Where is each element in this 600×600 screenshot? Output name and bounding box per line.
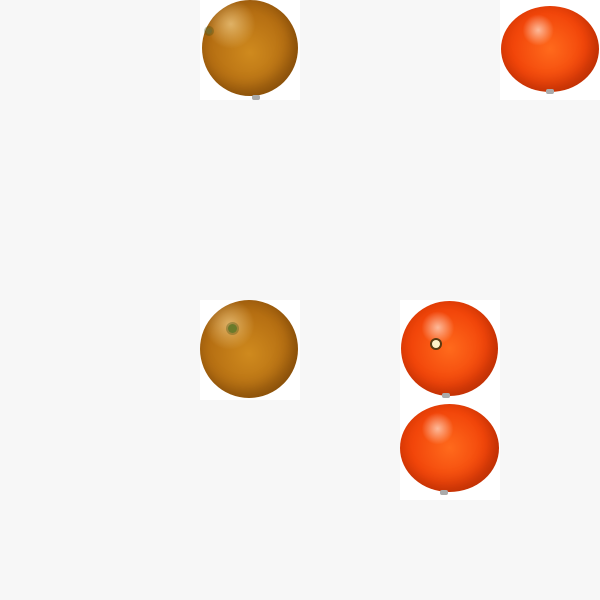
- navel-mark: [432, 340, 440, 348]
- mandarin-fruit: [400, 404, 499, 492]
- fruit-shadow-foot: [546, 89, 554, 94]
- mandarin-fruit: [401, 301, 498, 396]
- fruit-tile-orange-2: [200, 300, 300, 400]
- fruit-tile-mandarin-1: [500, 0, 600, 100]
- fruit-tile-orange-1: [200, 0, 300, 100]
- fruit-shadow-foot: [252, 95, 260, 100]
- stem-mark: [228, 324, 237, 333]
- fruit-shadow-foot: [442, 393, 450, 398]
- stem-mark: [206, 28, 212, 34]
- orange-fruit: [200, 300, 298, 398]
- fruit-shadow-foot: [440, 490, 448, 495]
- fruit-tile-mandarin-3: [400, 400, 500, 500]
- orange-fruit: [202, 0, 298, 96]
- mandarin-fruit: [501, 6, 599, 92]
- fruit-tile-mandarin-2: [400, 300, 500, 400]
